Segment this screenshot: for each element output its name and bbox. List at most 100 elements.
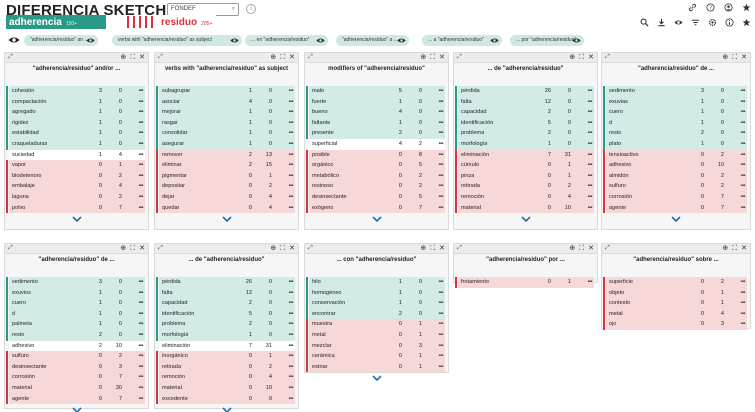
row-menu-icon[interactable]: ••• — [740, 130, 746, 137]
collocate-word[interactable]: asociar — [162, 98, 181, 105]
chevron-down-icon[interactable] — [221, 407, 232, 412]
row-menu-icon[interactable]: ••• — [288, 119, 294, 126]
row-menu-icon[interactable]: ••• — [740, 193, 746, 200]
collocation-row[interactable]: encontrar 2 0 ••• — [306, 308, 445, 320]
row-menu-icon[interactable]: ••• — [587, 130, 593, 137]
collocate-word[interactable]: corrosión — [12, 374, 36, 381]
collocation-row[interactable]: mejorar 1 0 ••• — [156, 107, 295, 118]
row-menu-icon[interactable]: ••• — [288, 300, 294, 307]
collocate-word[interactable]: polvo — [12, 204, 26, 211]
collocate-word[interactable]: material — [461, 204, 481, 211]
collocation-row[interactable]: cerámica 0 1 ••• — [306, 351, 445, 362]
collocation-row[interactable]: material 0 10 ••• — [156, 382, 295, 394]
collocation-row[interactable]: fuerte 1 0 ••• — [306, 96, 445, 108]
collocation-row[interactable]: almidón 0 2 ••• — [603, 170, 747, 182]
collocation-row[interactable]: malo 5 0 ••• — [306, 86, 445, 97]
row-menu-icon[interactable]: ••• — [138, 321, 144, 328]
target-icon[interactable]: ⊕ — [120, 245, 127, 252]
collocation-row[interactable]: sedimento 3 0 ••• — [6, 277, 145, 288]
help-icon[interactable]: ? — [706, 3, 715, 12]
collocation-row[interactable]: problema 2 0 ••• — [455, 128, 594, 139]
collocation-row[interactable]: rasgar 1 0 ••• — [156, 117, 295, 129]
row-menu-icon[interactable]: ••• — [740, 289, 746, 296]
collocate-word[interactable]: faltante — [312, 119, 331, 126]
collocate-word[interactable]: presente — [312, 130, 334, 137]
row-menu-icon[interactable]: ••• — [587, 109, 593, 116]
collocate-word[interactable]: material — [162, 384, 182, 391]
row-menu-icon[interactable]: ••• — [438, 300, 444, 307]
collocation-row[interactable]: cuero 1 0 ••• — [6, 298, 145, 309]
expand-arrows-icon[interactable]: ⤢ — [8, 54, 13, 60]
chevron-down-icon[interactable] — [71, 216, 82, 223]
fullscreen-icon[interactable]: ⛶ — [130, 54, 136, 61]
row-menu-icon[interactable]: ••• — [740, 300, 746, 307]
target-icon[interactable]: ⊕ — [120, 54, 127, 61]
fullscreen-icon[interactable]: ⛶ — [579, 245, 585, 252]
collocation-row[interactable]: remoción 0 4 ••• — [455, 191, 594, 203]
relation-chip[interactable]: ... por "adherencia/residuo" — [510, 35, 584, 46]
collocate-word[interactable]: retirada — [162, 363, 181, 370]
collocate-word[interactable]: encontrar — [312, 310, 336, 317]
collocate-word[interactable]: corrosión — [609, 193, 633, 200]
collocation-row[interactable]: resto 2 0 ••• — [603, 128, 747, 139]
eye-icon[interactable] — [572, 37, 581, 44]
chevron-down-icon[interactable] — [371, 375, 382, 382]
row-menu-icon[interactable]: ••• — [740, 183, 746, 190]
collocation-row[interactable]: sulfuro 0 2 ••• — [603, 181, 747, 192]
collocate-word[interactable]: resto — [12, 331, 25, 338]
collocation-row[interactable]: falta 12 0 ••• — [156, 287, 295, 299]
collocate-word[interactable]: eliminar — [162, 162, 182, 169]
collocation-row[interactable]: d 1 0 ••• — [603, 117, 747, 129]
collocate-word[interactable]: eliminación — [461, 151, 489, 158]
eye-icon[interactable] — [86, 37, 95, 44]
collocation-row[interactable]: material 0 30 ••• — [6, 382, 145, 394]
row-menu-icon[interactable]: ••• — [288, 384, 294, 391]
row-menu-icon[interactable]: ••• — [288, 130, 294, 137]
row-menu-icon[interactable]: ••• — [740, 279, 746, 285]
row-menu-icon[interactable]: ••• — [438, 140, 444, 147]
collocation-row[interactable]: sedimento 3 0 ••• — [603, 86, 747, 97]
collocate-word[interactable]: d — [609, 119, 613, 126]
collocation-row[interactable]: posible 0 8 ••• — [306, 149, 445, 161]
row-menu-icon[interactable]: ••• — [438, 119, 444, 126]
collocate-word[interactable]: pérdida — [461, 88, 480, 94]
row-menu-icon[interactable]: ••• — [587, 98, 593, 105]
target-icon[interactable]: ⊕ — [722, 54, 729, 61]
collocate-word[interactable]: vapor — [12, 162, 26, 169]
collocate-word[interactable]: embalaje — [12, 183, 35, 190]
chevron-down-icon[interactable] — [671, 216, 681, 223]
row-menu-icon[interactable]: ••• — [138, 183, 144, 190]
collocate-word[interactable]: cerámica — [312, 353, 335, 360]
collocation-row[interactable]: identificación 5 0 ••• — [156, 308, 295, 320]
collocate-word[interactable]: asegurar — [162, 140, 185, 147]
row-menu-icon[interactable]: ••• — [138, 342, 144, 349]
collocation-row[interactable]: superficial 4 2 ••• — [309, 138, 445, 150]
collocate-word[interactable]: capacidad — [162, 300, 188, 307]
collocate-word[interactable]: objeto — [609, 289, 625, 296]
collocate-word[interactable]: muestra — [312, 321, 333, 328]
collocation-row[interactable]: contexto 0 1 ••• — [603, 298, 747, 309]
row-menu-icon[interactable]: ••• — [138, 353, 144, 360]
row-menu-icon[interactable]: ••• — [740, 98, 746, 105]
collocation-row[interactable]: subagrupar 1 0 ••• — [156, 86, 295, 97]
collocation-row[interactable]: asociar 4 0 ••• — [156, 96, 295, 108]
row-menu-icon[interactable]: ••• — [438, 310, 444, 317]
row-menu-icon[interactable]: ••• — [438, 289, 444, 296]
row-menu-icon[interactable]: ••• — [288, 140, 294, 147]
search-icon[interactable] — [640, 18, 649, 27]
row-menu-icon[interactable]: ••• — [138, 374, 144, 381]
close-icon[interactable]: ✕ — [741, 245, 747, 252]
collocate-word[interactable]: posible — [312, 151, 330, 158]
collocation-row[interactable]: inorgánico 0 1 ••• — [156, 351, 295, 362]
close-icon[interactable]: ✕ — [439, 54, 445, 61]
collocation-row[interactable]: conservación 1 0 ••• — [306, 298, 445, 309]
row-menu-icon[interactable]: ••• — [438, 353, 444, 360]
collocate-word[interactable]: pinza — [461, 172, 475, 179]
row-menu-icon[interactable]: ••• — [587, 119, 593, 126]
row-menu-icon[interactable]: ••• — [138, 119, 144, 126]
collocate-word[interactable]: cohesión — [12, 88, 35, 94]
collocate-word[interactable]: plato — [609, 140, 622, 147]
close-icon[interactable]: ✕ — [139, 245, 145, 252]
row-menu-icon[interactable]: ••• — [288, 342, 294, 349]
expand-arrows-icon[interactable]: ⤢ — [457, 54, 462, 60]
